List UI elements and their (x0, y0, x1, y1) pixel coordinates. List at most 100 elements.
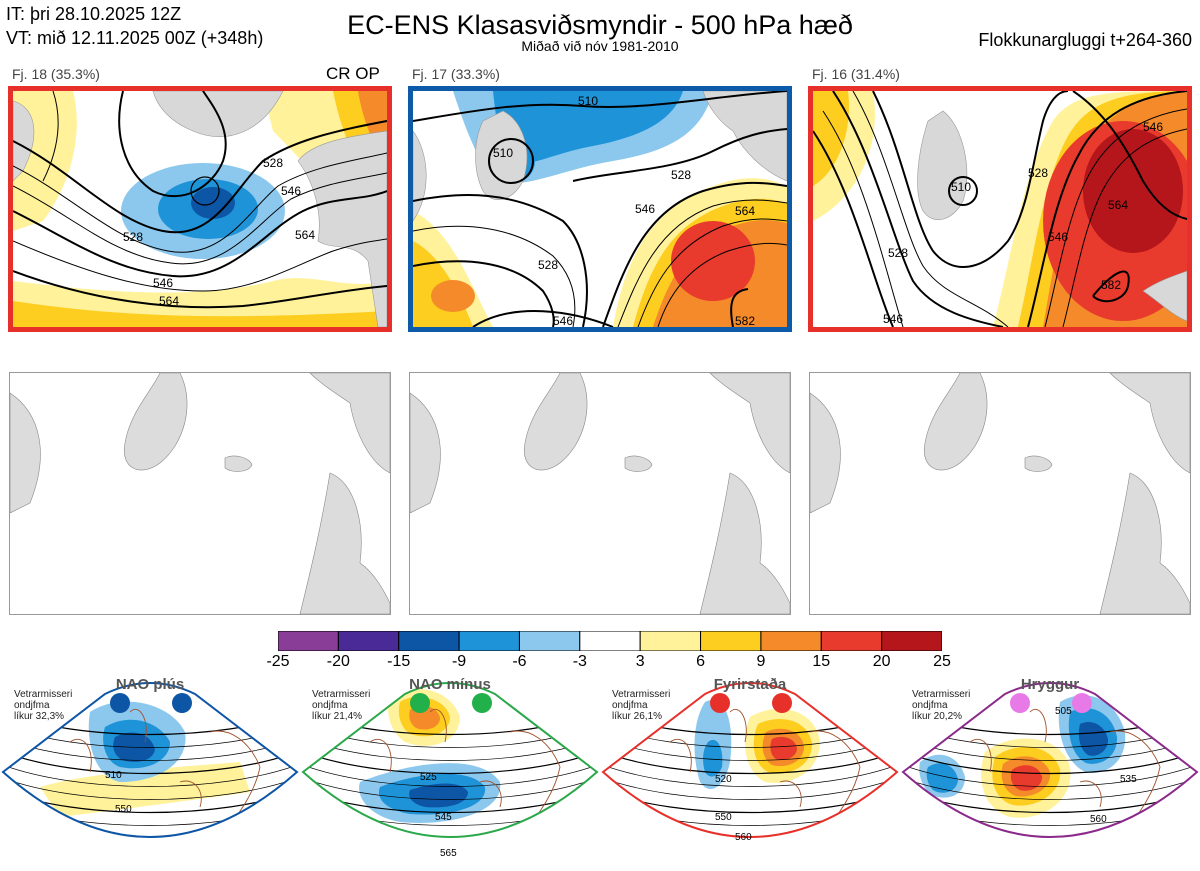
colorbar-tick-label: -25 (266, 653, 290, 670)
cluster-2-contour-label: 546 (635, 202, 655, 216)
height-contour (303, 763, 597, 787)
regime-contour-label: 510 (105, 770, 122, 781)
cluster-1-badge: CR OP (326, 64, 380, 83)
cluster-1-label: Fj. 18 (35.3%) (12, 66, 100, 82)
classification-window: Flokkunargluggi t+264-360 (978, 30, 1192, 50)
height-contour (603, 750, 897, 775)
cluster-3-contour-label: 546 (1048, 230, 1068, 244)
empty-map-1 (9, 372, 391, 615)
regime-title: Hryggur (1020, 676, 1080, 693)
regime-panel-4: 505 535 560 Hryggur Vetrarmisseri ondjfma líku… (900, 672, 1200, 871)
anomaly-shading (1010, 846, 1045, 859)
regime-probability-note: Vetrarmisseri ondjfma líkur 20,2% (912, 689, 970, 722)
height-contour (603, 763, 897, 787)
colorbar-segment (881, 630, 943, 652)
page-subtitle: Miðað við nóv 1981-2010 (521, 38, 679, 54)
cluster-3-contour-label: 564 (1108, 198, 1128, 212)
regime-title: NAO plús (115, 676, 185, 693)
regime-contour-label: 520 (715, 774, 732, 785)
height-contour (903, 750, 1197, 775)
cluster-3-contour-label: 546 (883, 312, 903, 326)
regime-note-line: ondjfma (312, 700, 348, 711)
cluster-3-label: Fj. 16 (31.4%) (812, 66, 900, 82)
colorbar-segment (579, 630, 641, 652)
cluster-1-contour-label: 528 (263, 156, 283, 170)
regime-note-line: líkur 20,2% (912, 711, 963, 722)
regime-probability-note: Vetrarmisseri ondjfma líkur 26,1% (612, 689, 670, 722)
cluster-1-contour-label: 546 (281, 184, 301, 198)
colorbar-tick-label: -6 (512, 653, 527, 670)
colorbar (277, 630, 943, 652)
coastline (69, 709, 261, 833)
empty-map-3 (809, 372, 1191, 615)
regime-note-line: líkur 26,1% (612, 711, 663, 722)
anomaly-shading (926, 763, 958, 793)
regime-note-line: Vetrarmisseri (312, 689, 371, 700)
colorbar-segment (760, 630, 822, 652)
colorbar-segment (639, 630, 702, 652)
regime-contour-label: 545 (435, 812, 452, 823)
cluster-3-contour-label: 582 (1101, 278, 1121, 292)
colorbar-segment (337, 630, 400, 652)
regime-title: Fyrirstaða (713, 676, 787, 693)
coastline (669, 709, 861, 833)
colorbar-segment (458, 630, 520, 652)
cluster-3-map: 546 510 528 546 564 528 546 582 (808, 86, 1192, 332)
colorbar-segment (700, 630, 762, 652)
regime-contour-label: 525 (420, 772, 437, 783)
height-contour (303, 750, 597, 775)
regime-contour-label: 550 (715, 812, 732, 823)
regime-note-line: Vetrarmisseri (912, 689, 971, 700)
regime-note-line: Vetrarmisseri (14, 689, 73, 700)
colorbar-segment (820, 630, 883, 652)
cluster-2-contour-label: 528 (671, 168, 691, 182)
regime-frame (1, 682, 299, 838)
colorbar-tick-label: 15 (812, 653, 831, 670)
colorbar-ticks: -25 -20 -15 -9 -6 -3 3 6 9 15 20 25 (0, 653, 1200, 673)
coastline (969, 709, 1161, 833)
colorbar-tick-label: 25 (933, 653, 951, 670)
cluster-2-label: Fj. 17 (33.3%) (412, 66, 500, 82)
cluster-2-contour-label: 546 (553, 314, 573, 327)
cluster-3-contour-label: 528 (1028, 166, 1048, 180)
height-contour (903, 763, 1197, 787)
height-contour (3, 763, 297, 787)
cluster-3-contour-label: 510 (951, 180, 971, 194)
colorbar-segment (518, 630, 581, 652)
regime-frame (601, 682, 899, 838)
height-contour (303, 776, 597, 800)
colorbar-tick-label: 3 (635, 653, 645, 670)
page-title: EC-ENS Klasasviðsmyndir - 500 hPa hæð (347, 10, 853, 40)
regime-note-line: Vetrarmisseri (612, 689, 671, 700)
regime-contour-label: 535 (1120, 774, 1137, 785)
regime-panel-1: 510 550 NAO plús Vetrarmisseri ondjfma líkur … (0, 672, 300, 871)
colorbar-tick-label: 20 (872, 653, 891, 670)
colorbar-tick-label: -3 (572, 653, 587, 670)
regime-frame (301, 682, 599, 838)
regime-contour-label: 505 (1055, 706, 1072, 717)
colorbar-tick-label: -20 (326, 653, 350, 670)
regime-title: NAO mínus (409, 676, 491, 693)
regime-marker-dot (410, 693, 430, 713)
cluster-3-contour-label: 528 (888, 246, 908, 260)
regime-marker-dot (110, 693, 130, 713)
anomaly-shading (1078, 721, 1108, 756)
regime-probability-note: Vetrarmisseri ondjfma líkur 21,4% (312, 689, 370, 722)
regime-contour-label: 560 (1090, 814, 1107, 825)
cluster-2-map: 510 510 528 546 564 528 546 582 (408, 86, 792, 332)
anomaly-shading (409, 783, 468, 808)
regime-marker-dot (710, 693, 730, 713)
regime-panel-2: 525 545 565 NAO mínus Vetrarmisseri ondjfma lí… (300, 672, 600, 871)
cluster-2-contour-label: 510 (493, 146, 513, 160)
regime-panel-3: 520 550 560 Fyrirstaða Vetrarmisseri ondjfma l… (600, 672, 900, 871)
colorbar-tick-label: 6 (696, 653, 705, 670)
colorbar-tick-label: 9 (756, 653, 766, 670)
empty-map-2 (409, 372, 791, 615)
regime-marker-dot (772, 693, 792, 713)
regime-note-line: ondjfma (14, 700, 50, 711)
cluster-1-map: 528 546 564 528 546 564 (8, 86, 392, 332)
cluster-2-contour-label: 564 (735, 204, 755, 218)
regime-frame (901, 682, 1199, 838)
height-contour (603, 776, 897, 800)
regime-contour-label: 565 (440, 848, 457, 859)
